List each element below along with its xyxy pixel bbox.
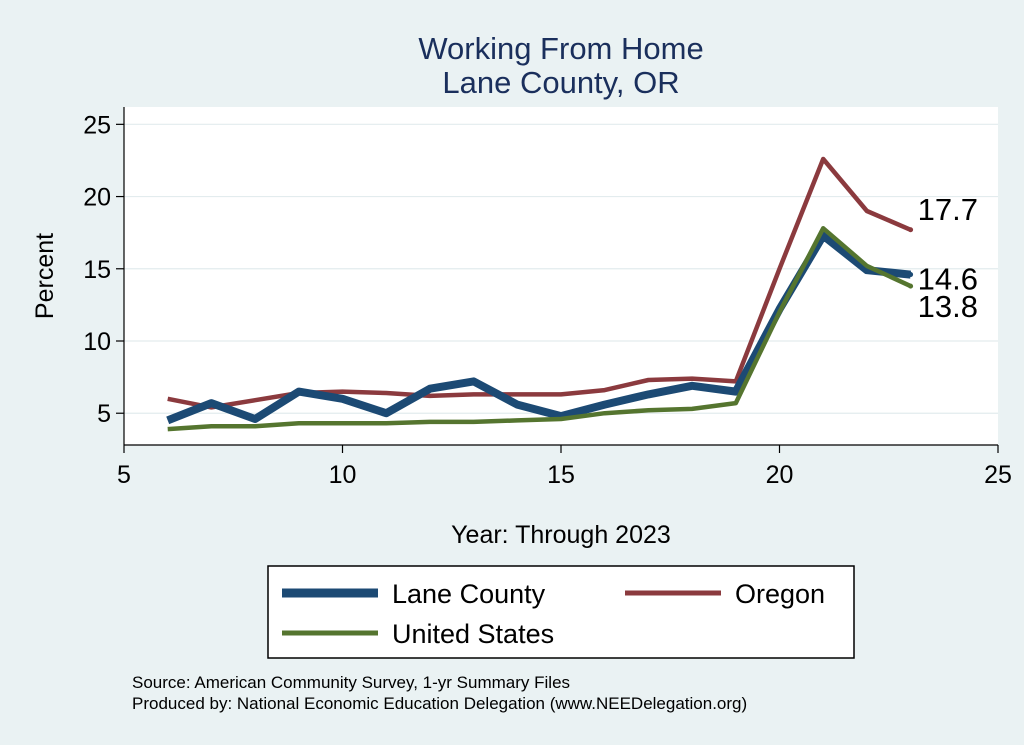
x-tick-label-5: 5 [117,461,131,489]
y-axis-title: Percent [31,233,59,319]
chart-title-line-2: Lane County, OR [442,65,679,100]
x-tick-label-10: 10 [329,461,357,489]
x-axis-title: Year: Through 2023 [451,521,671,549]
x-tick-label-20: 20 [766,461,794,489]
series-lines [166,156,914,432]
axes: 5 10 15 20 25 5 10 15 20 25 [83,107,1012,489]
chart-title-line-1: Working From Home [418,31,703,66]
series-line-united-states [167,226,912,432]
x-tick-label-25: 25 [984,461,1012,489]
legend-label-united-states: United States [392,619,554,649]
legend-box [267,565,855,659]
source-note: Source: American Community Survey, 1-yr … [132,673,570,692]
legend-label-oregon: Oregon [735,579,825,609]
end-point-united-states [908,283,914,289]
y-tick-label-10: 10 [83,328,111,356]
end-point-oregon [908,227,914,233]
y-tick-label-5: 5 [97,400,111,428]
y-tick-label-20: 20 [83,184,111,212]
x-tick-label-15: 15 [547,461,575,489]
plot-area [124,107,998,445]
legend-label-lane-county: Lane County [392,579,546,609]
end-point-lane-county [908,272,914,278]
y-tick-label-15: 15 [83,256,111,284]
legend: Lane County Oregon United States [267,565,855,659]
end-label-lane-county: 14.6 [918,262,978,297]
producer-note: Produced by: National Economic Education… [132,694,747,713]
end-labels: 17.7 14.613.8 [918,192,978,324]
y-tick-label-25: 25 [83,111,111,139]
end-label-united-states: 13.8 [918,289,978,324]
end-label-oregon: 17.7 [918,192,978,227]
